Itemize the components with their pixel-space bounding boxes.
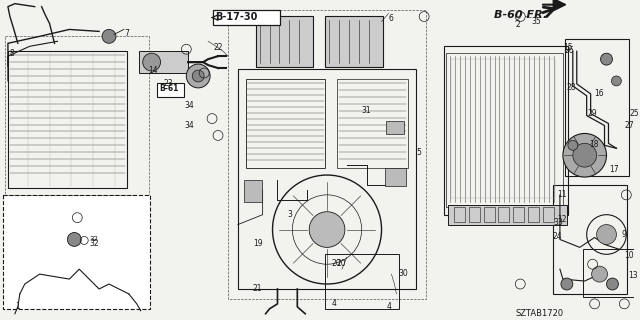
Bar — [385, 168, 406, 186]
Circle shape — [67, 233, 81, 246]
Text: B-61: B-61 — [159, 84, 179, 93]
Bar — [213, 10, 280, 26]
Text: 19: 19 — [253, 239, 262, 248]
Bar — [5, 36, 148, 304]
Text: 6: 6 — [388, 13, 394, 23]
Bar — [387, 121, 404, 134]
Bar — [246, 79, 325, 168]
Circle shape — [143, 53, 161, 71]
Circle shape — [568, 140, 578, 150]
Bar — [468, 207, 479, 222]
Bar — [8, 51, 127, 188]
Bar — [513, 207, 524, 222]
Bar — [157, 83, 184, 97]
Text: 34: 34 — [184, 121, 194, 130]
Text: 7: 7 — [124, 29, 129, 38]
Circle shape — [591, 266, 607, 282]
Bar — [325, 254, 399, 309]
Text: 9: 9 — [621, 229, 627, 238]
Circle shape — [573, 143, 596, 167]
Text: 33: 33 — [553, 218, 563, 227]
Text: 28: 28 — [567, 83, 577, 92]
Bar — [528, 207, 539, 222]
Text: 8: 8 — [10, 49, 15, 58]
Text: 13: 13 — [628, 271, 638, 280]
Text: 12: 12 — [557, 215, 566, 224]
Bar — [499, 207, 509, 222]
Bar — [444, 46, 568, 215]
Text: 35: 35 — [531, 17, 541, 26]
Text: 14: 14 — [148, 66, 158, 75]
Text: 1: 1 — [15, 302, 20, 311]
Text: 34: 34 — [184, 101, 194, 110]
Bar — [446, 53, 563, 207]
Bar — [448, 205, 567, 225]
Text: 29: 29 — [588, 109, 597, 118]
Text: 15: 15 — [563, 43, 573, 52]
Circle shape — [607, 278, 618, 290]
Text: 17: 17 — [609, 165, 619, 174]
Text: 23: 23 — [163, 79, 173, 88]
Text: 27: 27 — [625, 121, 634, 130]
Text: 5: 5 — [416, 148, 421, 157]
Text: 2: 2 — [515, 20, 520, 28]
Text: 4: 4 — [387, 302, 392, 311]
Text: 20: 20 — [332, 259, 342, 268]
Bar — [228, 10, 426, 299]
Bar — [543, 207, 554, 222]
Bar — [3, 195, 150, 309]
Circle shape — [192, 70, 204, 82]
Bar — [451, 59, 555, 198]
Bar — [582, 249, 634, 297]
Bar — [337, 79, 408, 168]
Bar — [244, 180, 262, 202]
Text: 22: 22 — [213, 43, 223, 52]
Text: 31: 31 — [362, 106, 371, 115]
Text: 18: 18 — [589, 140, 599, 149]
Text: 10: 10 — [625, 251, 634, 260]
Bar — [74, 210, 124, 274]
Circle shape — [596, 225, 616, 244]
Circle shape — [563, 133, 607, 177]
Text: 11: 11 — [557, 190, 566, 199]
Bar — [484, 207, 495, 222]
Text: 3: 3 — [287, 210, 292, 219]
Text: 32: 32 — [89, 239, 99, 248]
Bar — [5, 195, 134, 284]
Bar — [454, 207, 465, 222]
Text: B-17-30: B-17-30 — [215, 12, 257, 21]
Circle shape — [561, 278, 573, 290]
Bar — [139, 51, 188, 73]
Text: B-60 FR.: B-60 FR. — [493, 10, 547, 20]
Circle shape — [611, 76, 621, 86]
Text: 30: 30 — [398, 269, 408, 278]
Text: 25: 25 — [629, 109, 639, 118]
Text: 4: 4 — [332, 299, 337, 308]
Circle shape — [102, 29, 116, 43]
Bar — [238, 69, 416, 289]
Text: 32: 32 — [89, 236, 98, 243]
Circle shape — [600, 53, 612, 65]
Circle shape — [186, 64, 210, 88]
Bar — [553, 185, 627, 294]
Text: 26: 26 — [565, 46, 575, 55]
Bar — [565, 39, 629, 176]
Text: 20: 20 — [337, 259, 347, 268]
Circle shape — [309, 212, 345, 247]
Text: 24: 24 — [553, 232, 563, 241]
Bar — [325, 16, 383, 67]
Text: 16: 16 — [595, 89, 604, 98]
Text: SZTAB1720: SZTAB1720 — [515, 309, 563, 318]
Text: 21: 21 — [253, 284, 262, 293]
Bar — [256, 16, 313, 67]
